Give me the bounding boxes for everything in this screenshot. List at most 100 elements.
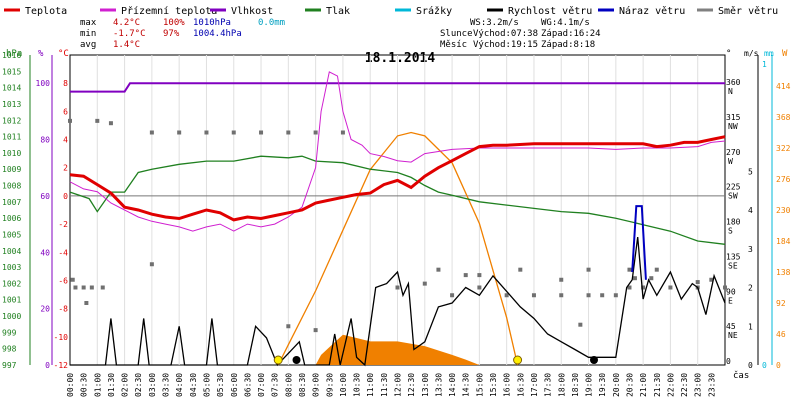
stat-value: -1.7°C — [113, 29, 146, 39]
x-tick: 00:00 — [66, 373, 75, 397]
wind-direction-point — [600, 293, 605, 298]
wind-direction-point — [641, 285, 646, 290]
wind-direction-point — [632, 276, 637, 281]
wind-direction-point — [531, 293, 536, 298]
wind-direction-point — [108, 121, 113, 126]
x-tick: 11:00 — [366, 373, 375, 397]
x-tick: 15:00 — [475, 373, 484, 397]
hpa-tick: 998 — [2, 345, 17, 354]
wm2-tick: 230 — [776, 206, 791, 215]
x-tick: 12:00 — [394, 373, 403, 397]
x-tick: 17:30 — [544, 373, 553, 397]
stat-value: 1010hPa — [193, 18, 231, 28]
wind-direction-point — [259, 130, 264, 135]
legend-label: Rychlost větru — [508, 5, 592, 17]
wind-direction-point — [586, 267, 591, 272]
legend-label: Přízemní teplota — [121, 5, 217, 17]
legend-label: Srážky — [416, 5, 452, 17]
wind-direction-point — [463, 273, 468, 278]
x-tick: 14:00 — [448, 373, 457, 397]
ms-unit: m/s — [744, 49, 759, 58]
wind-direction-point — [559, 277, 564, 282]
wind-direction-point — [149, 130, 154, 135]
hpa-tick: 1015 — [2, 67, 21, 76]
astro-rise: Východ:19:15 — [473, 40, 538, 50]
dir-tick: 360 — [726, 78, 741, 87]
dir-tick: 45 — [726, 322, 736, 331]
wind-direction-point — [149, 262, 154, 267]
wm2-tick: 184 — [776, 237, 791, 246]
dir-tick: 315 — [726, 113, 741, 122]
wind-direction-point — [613, 293, 618, 298]
dir-label: N — [728, 87, 733, 96]
x-tick: 04:00 — [175, 373, 184, 397]
x-tick: 04:30 — [189, 373, 198, 397]
wind-direction-point — [73, 285, 78, 290]
hpa-tick: 1013 — [2, 100, 21, 109]
x-tick: 21:30 — [653, 373, 662, 397]
rain-marker — [590, 356, 598, 364]
wind-speed-stat: WS:3.2m/s — [470, 18, 519, 28]
wind-direction-point — [68, 118, 72, 123]
wind-direction-point — [286, 324, 291, 329]
x-tick: 16:00 — [503, 373, 512, 397]
wind-speed-line — [70, 237, 726, 367]
ms-tick: 1 — [748, 322, 753, 331]
wind-direction-point — [559, 293, 564, 298]
ground-temperature-line — [69, 71, 726, 232]
hpa-tick: 997 — [2, 361, 17, 370]
wm2-unit: W — [782, 49, 788, 59]
solar-line — [277, 131, 519, 366]
x-tick: 09:00 — [312, 373, 321, 397]
ms-tick: 3 — [748, 245, 753, 254]
wm2-tick: 138 — [776, 268, 791, 277]
temperature-line — [69, 135, 726, 222]
ms-tick: 4 — [748, 206, 753, 215]
x-tick: 03:00 — [148, 373, 157, 397]
wind-direction-point — [649, 276, 654, 281]
hpa-tick: 1001 — [2, 296, 21, 305]
wm2-tick: 368 — [776, 113, 791, 122]
wind-direction-point — [723, 285, 727, 290]
astro-set: Západ:8:18 — [541, 40, 595, 50]
legend: Teplota Přízemní teplota Vlhkost Tlak Srážky… — [4, 5, 778, 17]
legend-label: Teplota — [25, 6, 67, 17]
hpa-tick: 1009 — [2, 165, 21, 174]
temp-tick: 4 — [63, 136, 68, 145]
stat-value: 1004.4hPa — [193, 29, 242, 39]
plot-area — [68, 71, 727, 367]
wm2-tick: 46 — [776, 330, 786, 339]
dir-label: E — [728, 296, 733, 305]
wind-gust-stat: WG:4.1m/s — [541, 18, 590, 28]
x-tick: 21:00 — [639, 373, 648, 397]
x-tick: 20:30 — [625, 373, 634, 397]
wind-direction-point — [70, 277, 75, 282]
dir-tick: 90 — [726, 287, 736, 296]
dir-tick: 135 — [726, 252, 741, 261]
x-tick: 07:00 — [257, 373, 266, 397]
hpa-unit: hPa — [6, 49, 22, 59]
hpa-tick: 1005 — [2, 230, 21, 239]
wind-direction-point — [436, 267, 441, 272]
x-tick: 19:00 — [585, 373, 594, 397]
humidity-line — [70, 82, 725, 93]
wind-direction-point — [231, 130, 236, 135]
wind-direction-point — [89, 285, 94, 290]
wind-gust-line — [631, 205, 647, 280]
stat-value: 0.0mm — [258, 18, 285, 28]
rain-marker — [292, 356, 301, 364]
x-tick: 06:30 — [243, 373, 252, 397]
stat-value: min — [80, 29, 96, 39]
wind-direction-point — [709, 277, 714, 282]
dir-tick: 180 — [726, 218, 741, 227]
wind-direction-point — [84, 301, 89, 305]
hpa-tick: 1003 — [2, 263, 21, 272]
legend-label: Vlhkost — [231, 6, 273, 17]
hpa-tick: 1002 — [2, 279, 21, 288]
wind-direction-point — [313, 130, 318, 135]
x-tick: 16:30 — [516, 373, 525, 397]
stat-value: avg — [80, 40, 96, 50]
x-tick: 13:00 — [421, 373, 430, 397]
wind-direction-point — [450, 293, 455, 298]
